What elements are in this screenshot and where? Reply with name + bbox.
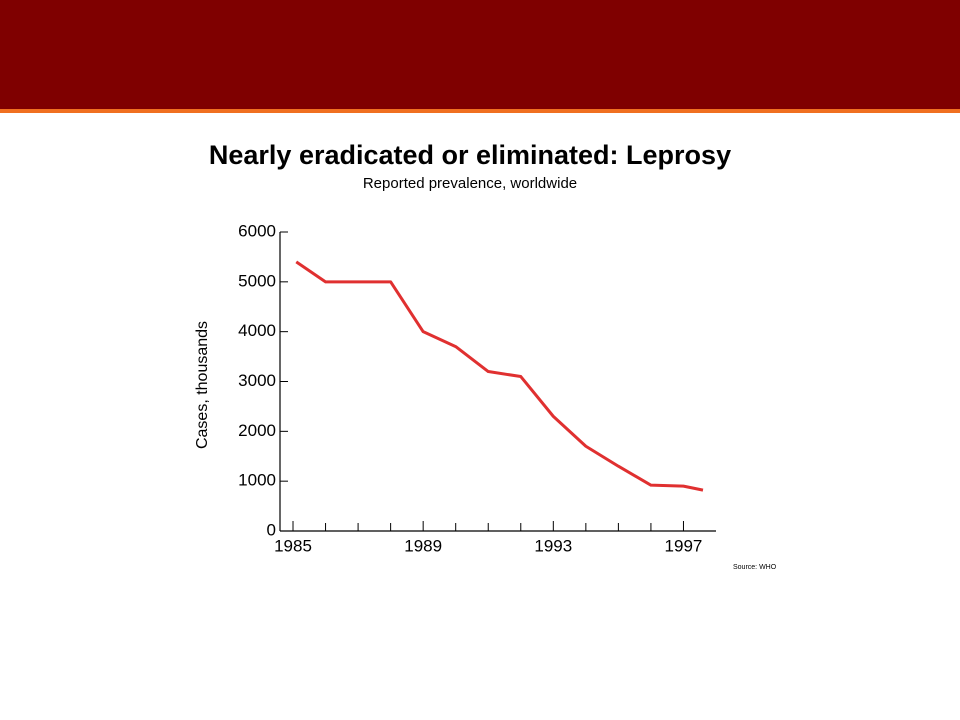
chart-title: Nearly eradicated or eliminated: Leprosy [209, 140, 731, 170]
y-tick-label: 0 [267, 520, 276, 539]
y-tick-label: 1000 [238, 471, 276, 490]
x-tick-label: 1997 [665, 536, 703, 555]
y-tick-label: 3000 [238, 371, 276, 390]
source-note: Source: WHO [733, 564, 777, 571]
y-tick-label: 5000 [238, 271, 276, 290]
data-line [295, 260, 704, 492]
x-tick-label: 1985 [274, 536, 312, 555]
y-tick-label: 2000 [238, 421, 276, 440]
x-tick-label: 1989 [404, 536, 442, 555]
x-tick-label: 1993 [534, 536, 572, 555]
chart-subtitle: Reported prevalence, worldwide [363, 175, 577, 192]
y-axis-label: Cases, thousands [194, 321, 211, 449]
header-rule [0, 109, 960, 113]
y-tick-label: 4000 [238, 321, 276, 340]
header-banner [0, 0, 960, 109]
y-tick-label: 6000 [238, 221, 276, 240]
